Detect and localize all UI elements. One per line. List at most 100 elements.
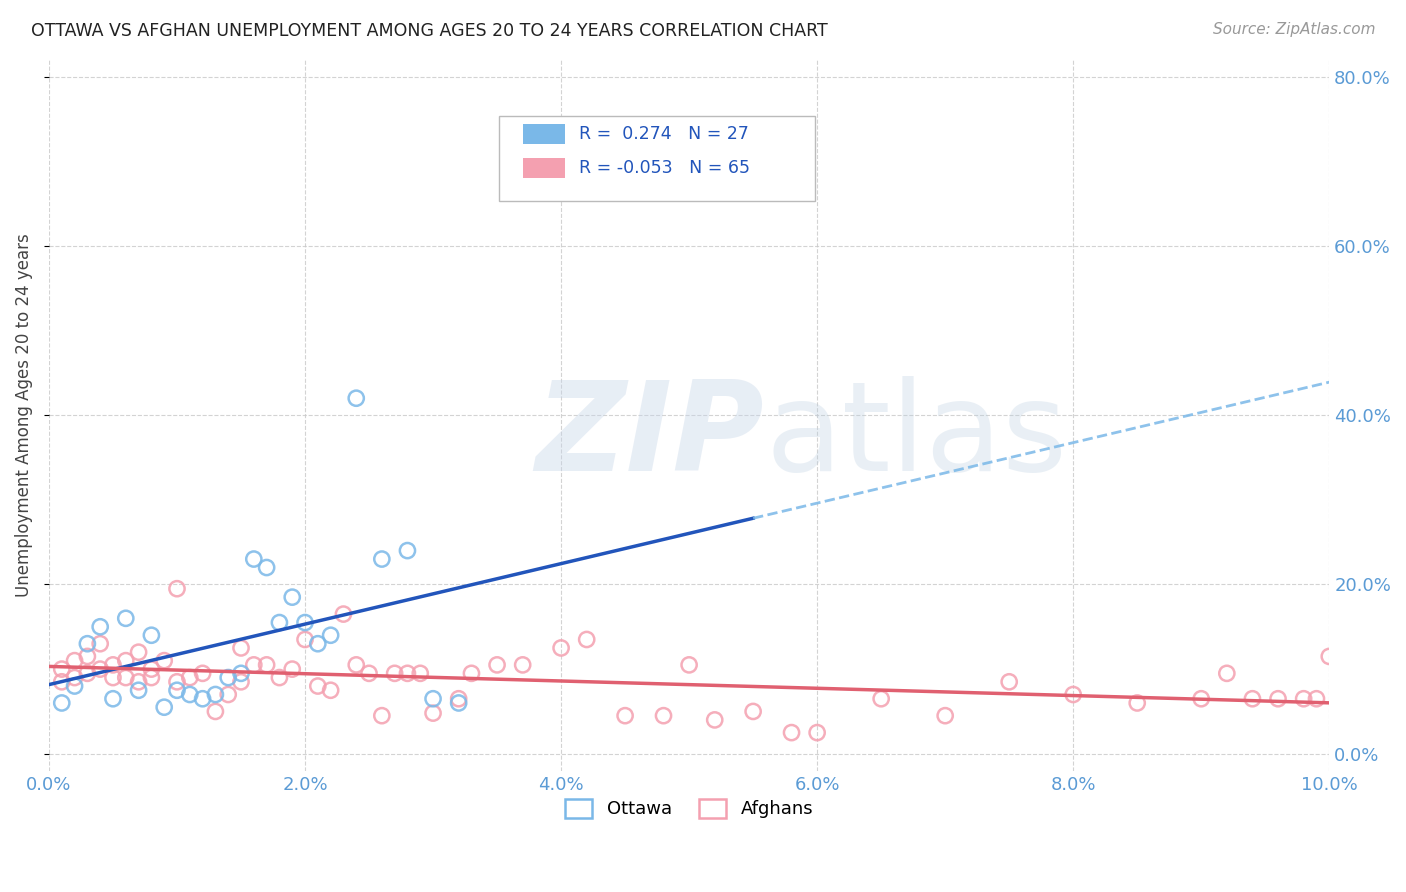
Point [1189, 691, 1212, 706]
Point [128, 683, 150, 698]
Point [76, 649, 98, 664]
Point [128, 645, 150, 659]
Point [1216, 666, 1239, 681]
Point [1241, 691, 1264, 706]
Point [1126, 696, 1149, 710]
Point [357, 666, 380, 681]
Point [179, 688, 201, 702]
Point [332, 607, 354, 621]
Point [319, 683, 342, 698]
Point [191, 691, 214, 706]
Point [101, 657, 124, 672]
Point [422, 706, 444, 720]
Point [153, 700, 176, 714]
Text: R =  0.274   N = 27: R = 0.274 N = 27 [579, 125, 749, 143]
Point [128, 674, 150, 689]
Point [166, 582, 188, 596]
Point [114, 611, 136, 625]
Point [63, 679, 86, 693]
Text: Source: ZipAtlas.com: Source: ZipAtlas.com [1212, 22, 1375, 37]
Point [486, 657, 509, 672]
Point [204, 705, 226, 719]
Point [243, 552, 266, 566]
Point [1062, 688, 1084, 702]
Point [678, 657, 700, 672]
Point [269, 671, 291, 685]
Legend: Ottawa, Afghans: Ottawa, Afghans [558, 792, 820, 826]
Point [166, 683, 188, 698]
Text: OTTAWA VS AFGHAN UNEMPLOYMENT AMONG AGES 20 TO 24 YEARS CORRELATION CHART: OTTAWA VS AFGHAN UNEMPLOYMENT AMONG AGES… [31, 22, 828, 40]
Point [153, 654, 176, 668]
Point [243, 657, 266, 672]
Point [51, 696, 73, 710]
Point [384, 666, 406, 681]
Point [780, 725, 803, 739]
Point [344, 657, 367, 672]
Point [447, 696, 470, 710]
Text: R = -0.053   N = 65: R = -0.053 N = 65 [579, 159, 751, 177]
Point [256, 657, 278, 672]
Point [396, 666, 419, 681]
Point [51, 674, 73, 689]
Point [229, 640, 252, 655]
Point [550, 640, 572, 655]
Point [409, 666, 432, 681]
Point [460, 666, 482, 681]
Point [1317, 649, 1340, 664]
Point [256, 560, 278, 574]
Point [652, 708, 675, 723]
Point [179, 671, 201, 685]
Point [281, 662, 304, 676]
Point [396, 543, 419, 558]
Point [307, 679, 329, 693]
Point [512, 657, 534, 672]
Point [51, 662, 73, 676]
Point [229, 674, 252, 689]
Point [191, 666, 214, 681]
Point [101, 671, 124, 685]
Point [229, 666, 252, 681]
Point [217, 688, 239, 702]
Point [76, 637, 98, 651]
Point [575, 632, 598, 647]
Point [307, 637, 329, 651]
Point [89, 620, 111, 634]
Point [114, 671, 136, 685]
Point [614, 708, 637, 723]
Point [870, 691, 893, 706]
Point [344, 391, 367, 405]
Point [806, 725, 828, 739]
Point [319, 628, 342, 642]
Point [281, 590, 304, 604]
Point [63, 671, 86, 685]
Point [1305, 691, 1327, 706]
Point [141, 662, 163, 676]
Point [371, 708, 394, 723]
Point [422, 691, 444, 706]
Point [204, 688, 226, 702]
Point [141, 671, 163, 685]
Point [141, 628, 163, 642]
Point [934, 708, 956, 723]
Text: ZIP: ZIP [536, 376, 765, 497]
Point [1292, 691, 1315, 706]
Point [89, 637, 111, 651]
Point [447, 691, 470, 706]
Point [89, 662, 111, 676]
Point [703, 713, 725, 727]
Point [998, 674, 1021, 689]
Point [114, 654, 136, 668]
Point [166, 674, 188, 689]
Point [294, 615, 316, 630]
Point [1267, 691, 1289, 706]
Point [76, 666, 98, 681]
Point [742, 705, 765, 719]
Point [371, 552, 394, 566]
Point [217, 671, 239, 685]
Point [269, 615, 291, 630]
Point [294, 632, 316, 647]
Y-axis label: Unemployment Among Ages 20 to 24 years: Unemployment Among Ages 20 to 24 years [15, 234, 32, 597]
Text: atlas: atlas [766, 376, 1069, 497]
Point [63, 654, 86, 668]
Point [101, 691, 124, 706]
